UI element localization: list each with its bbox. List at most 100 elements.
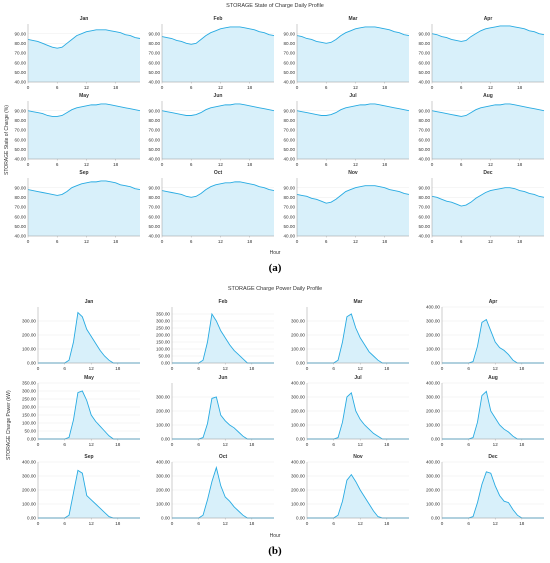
y-tick-label: 90.00 bbox=[419, 185, 431, 190]
x-tick-label: 6 bbox=[332, 521, 335, 526]
y-tick-label: 200.00 bbox=[156, 409, 170, 414]
y-tick-label: 40.00 bbox=[149, 234, 161, 239]
y-tick-label: 100.00 bbox=[291, 347, 305, 352]
series-line-nov bbox=[296, 185, 410, 204]
series-line-jul bbox=[296, 103, 410, 116]
y-tick-label: 50.00 bbox=[284, 224, 296, 229]
y-tick-label: 40.00 bbox=[284, 80, 296, 85]
x-tick-label: 18 bbox=[384, 366, 390, 371]
x-tick-label: 6 bbox=[325, 85, 328, 90]
x-tick-label: 18 bbox=[519, 366, 525, 371]
area-fill-feb bbox=[172, 314, 274, 363]
x-tick-label: 6 bbox=[190, 239, 193, 244]
y-tick-label: 80.00 bbox=[149, 195, 161, 200]
y-tick-label: 50.00 bbox=[25, 429, 37, 434]
y-tick-label: 200.00 bbox=[291, 488, 305, 493]
x-tick-label: 0 bbox=[431, 162, 434, 167]
x-tick-label: 0 bbox=[37, 521, 40, 526]
x-tick-label: 0 bbox=[27, 85, 30, 90]
y-tick-label: 300.00 bbox=[22, 474, 36, 479]
y-tick-label: 50.00 bbox=[159, 354, 171, 359]
x-tick-label: 6 bbox=[332, 442, 335, 447]
y-tick-label: 400.00 bbox=[426, 460, 440, 465]
y-tick-label: 400.00 bbox=[291, 381, 305, 386]
y-tick-label: 70.00 bbox=[419, 128, 431, 133]
x-tick-label: 6 bbox=[190, 85, 193, 90]
y-tick-label: 400.00 bbox=[291, 460, 305, 465]
x-tick-label: 18 bbox=[384, 442, 390, 447]
y-tick-label: 50.00 bbox=[419, 147, 431, 152]
y-tick-label: 80.00 bbox=[284, 118, 296, 123]
y-tick-label: 80.00 bbox=[419, 195, 431, 200]
x-tick-label: 18 bbox=[115, 442, 121, 447]
x-tick-label: 0 bbox=[171, 366, 174, 371]
area-fill-sep bbox=[38, 470, 140, 518]
y-tick-label: 300.00 bbox=[156, 395, 170, 400]
y-tick-label: 300.00 bbox=[291, 319, 305, 324]
x-tick-label: 12 bbox=[218, 239, 224, 244]
x-tick-label: 6 bbox=[63, 521, 66, 526]
x-tick-label: 18 bbox=[113, 162, 119, 167]
y-tick-label: 90.00 bbox=[15, 185, 27, 190]
y-tick-label: 60.00 bbox=[15, 60, 27, 65]
y-tick-label: 300.00 bbox=[291, 395, 305, 400]
x-tick-label: 12 bbox=[353, 85, 359, 90]
y-tick-label: 90.00 bbox=[284, 108, 296, 113]
y-tick-label: 60.00 bbox=[15, 214, 27, 219]
series-line-jan bbox=[27, 29, 141, 49]
figure-b-title: STORAGE Charge Power Daily Profile bbox=[227, 286, 323, 292]
y-tick-label: 0.00 bbox=[296, 361, 305, 366]
x-tick-label: 6 bbox=[56, 162, 59, 167]
subplot-title-aug: Aug bbox=[488, 375, 498, 381]
y-tick-label: 80.00 bbox=[149, 41, 161, 46]
x-tick-label: 18 bbox=[115, 521, 121, 526]
y-tick-label: 100.00 bbox=[22, 347, 36, 352]
y-tick-label: 200.00 bbox=[426, 333, 440, 338]
y-tick-label: 90.00 bbox=[15, 31, 27, 36]
x-tick-label: 18 bbox=[249, 442, 255, 447]
y-tick-label: 50.00 bbox=[284, 70, 296, 75]
x-tick-label: 12 bbox=[358, 442, 364, 447]
x-tick-label: 6 bbox=[197, 442, 200, 447]
x-tick-label: 0 bbox=[431, 239, 434, 244]
y-tick-label: 80.00 bbox=[15, 118, 27, 123]
x-tick-label: 0 bbox=[27, 239, 30, 244]
y-tick-label: 150.00 bbox=[156, 340, 170, 345]
y-tick-label: 90.00 bbox=[419, 108, 431, 113]
area-fill-apr bbox=[432, 25, 544, 82]
figure-a-panel-label: (a) bbox=[268, 262, 282, 274]
y-tick-label: 150.00 bbox=[22, 413, 36, 418]
y-tick-label: 350.00 bbox=[22, 381, 36, 386]
subplot-title-nov: Nov bbox=[348, 170, 358, 176]
x-tick-label: 12 bbox=[223, 521, 229, 526]
x-tick-label: 12 bbox=[84, 85, 90, 90]
y-tick-label: 200.00 bbox=[22, 405, 36, 410]
y-tick-label: 300.00 bbox=[426, 474, 440, 479]
x-tick-label: 18 bbox=[249, 366, 255, 371]
y-tick-label: 0.00 bbox=[296, 516, 305, 521]
subplot-title-nov: Nov bbox=[353, 454, 363, 460]
x-tick-label: 6 bbox=[63, 442, 66, 447]
y-tick-label: 300.00 bbox=[426, 395, 440, 400]
x-tick-label: 6 bbox=[460, 162, 463, 167]
y-tick-label: 250.00 bbox=[156, 326, 170, 331]
y-tick-label: 40.00 bbox=[419, 157, 431, 162]
x-tick-label: 0 bbox=[431, 85, 434, 90]
subplot-title-jul: Jul bbox=[354, 375, 362, 381]
subplot-title-feb: Feb bbox=[214, 16, 223, 22]
y-tick-label: 60.00 bbox=[15, 137, 27, 142]
x-tick-label: 6 bbox=[56, 85, 59, 90]
y-tick-label: 90.00 bbox=[284, 31, 296, 36]
y-tick-label: 60.00 bbox=[284, 60, 296, 65]
subplot-title-dec: Dec bbox=[483, 170, 492, 176]
y-tick-label: 70.00 bbox=[284, 205, 296, 210]
x-tick-label: 18 bbox=[247, 85, 253, 90]
area-fill-apr bbox=[442, 319, 544, 363]
x-tick-label: 6 bbox=[467, 366, 470, 371]
x-tick-label: 12 bbox=[353, 162, 359, 167]
x-tick-label: 6 bbox=[325, 162, 328, 167]
x-tick-label: 6 bbox=[332, 366, 335, 371]
figure-b-panel-label: (b) bbox=[268, 545, 282, 557]
y-tick-label: 70.00 bbox=[419, 51, 431, 56]
